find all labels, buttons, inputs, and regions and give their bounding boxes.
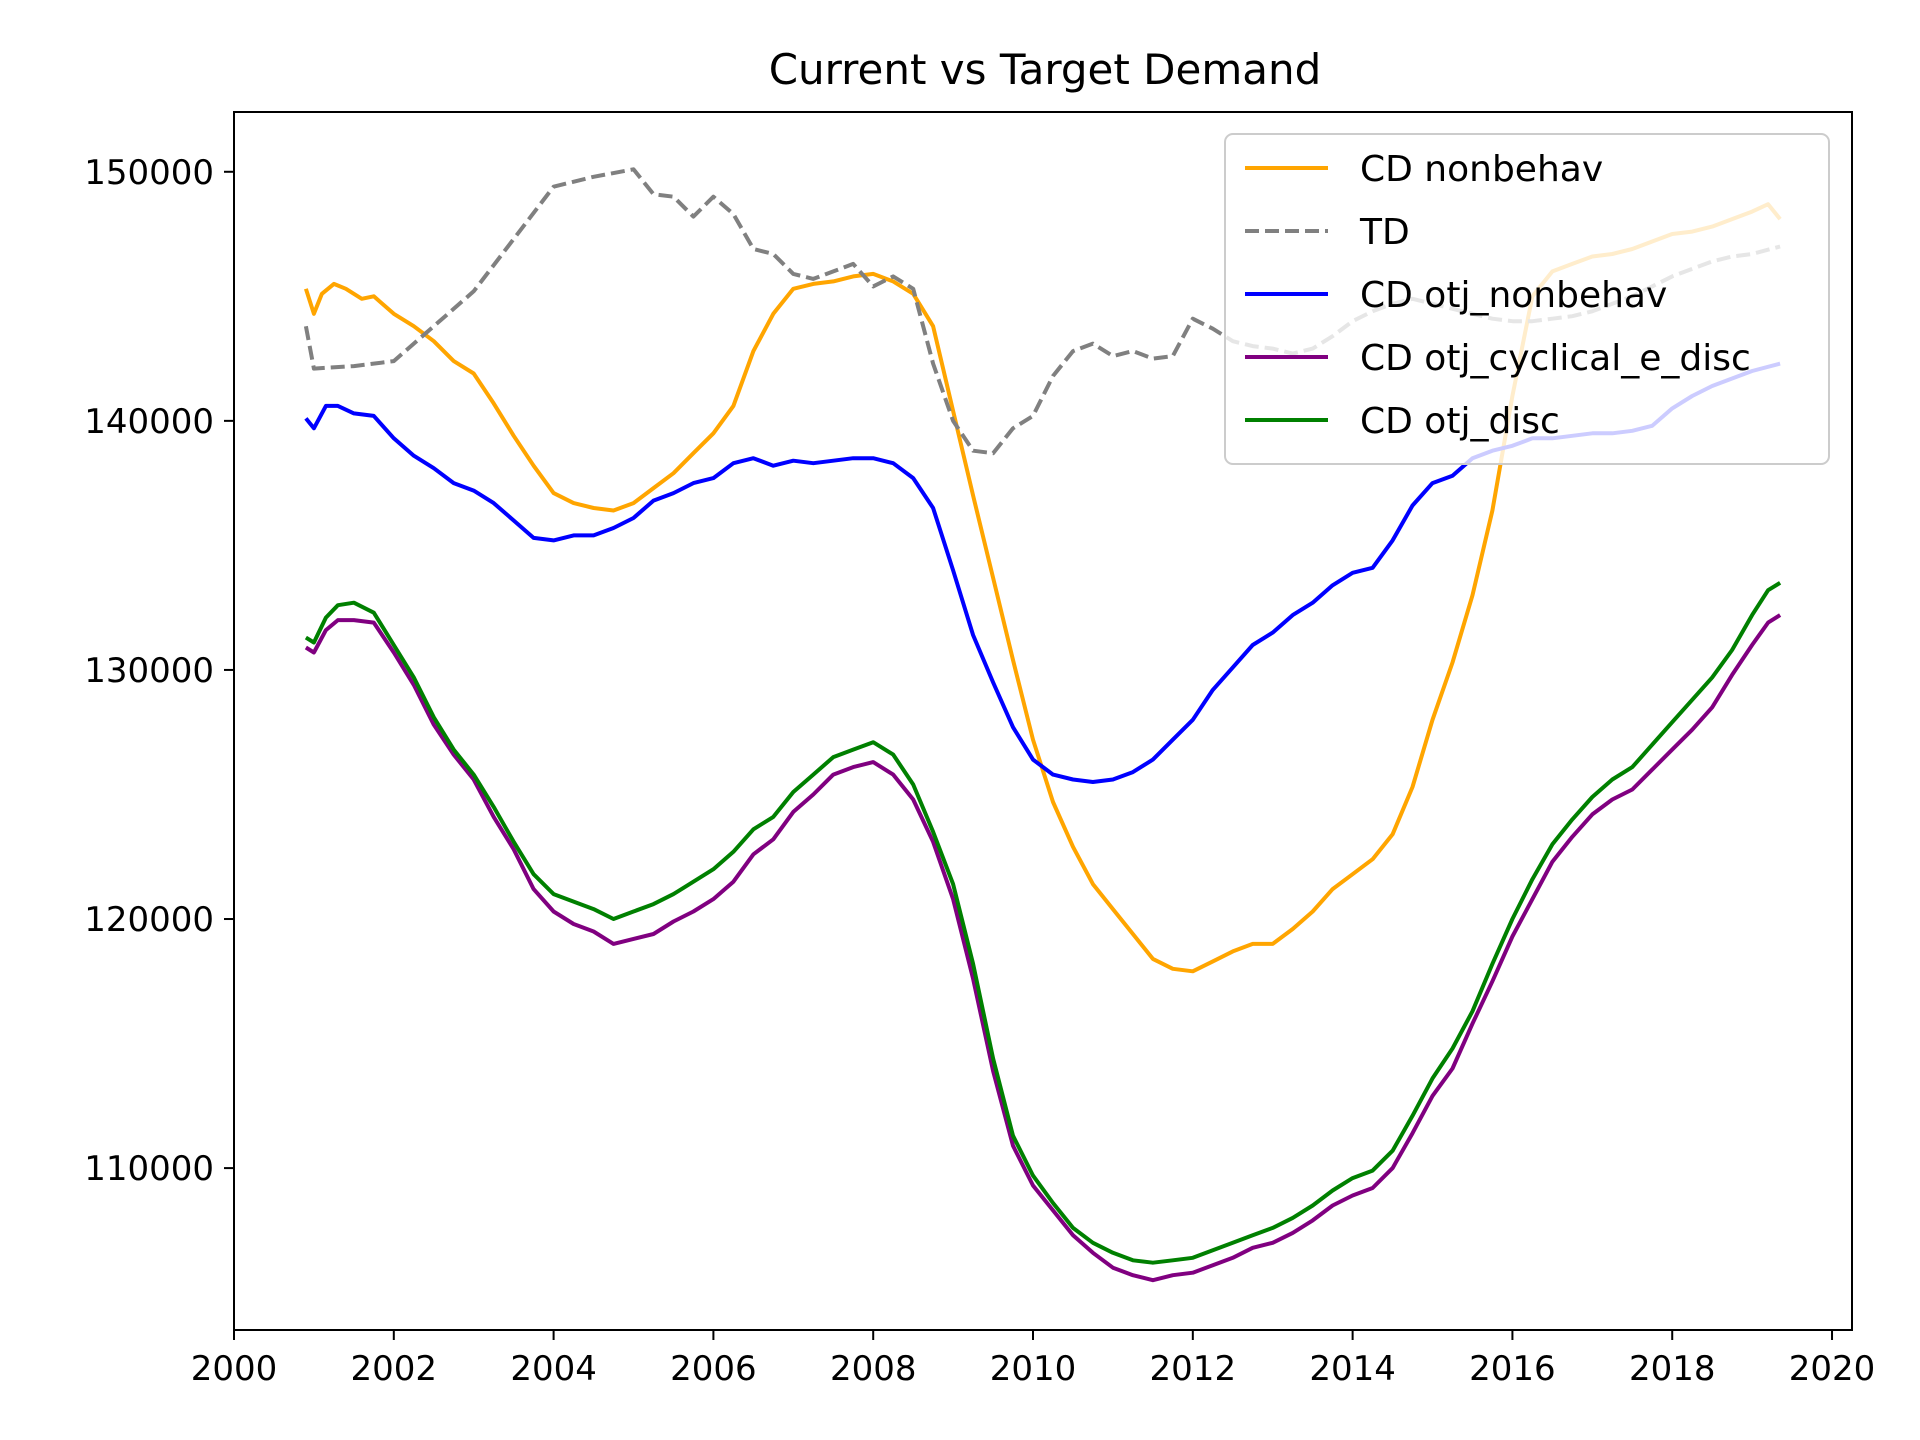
- legend-label-cd-otj-nonbehav: CD otj_nonbehav: [1360, 275, 1667, 316]
- x-tick-label: 2020: [1789, 1349, 1876, 1389]
- x-axis: 2000 2002 2004 2006 2008 2010 2012 2014 2016 2018…: [191, 1330, 1876, 1389]
- legend-label-cd-otj-cyclical-e-disc: CD otj_cyclical_e_disc: [1360, 338, 1751, 379]
- y-tick-label: 120000: [84, 900, 214, 940]
- y-tick-label: 130000: [84, 651, 214, 691]
- legend: CD nonbehav TD CD otj_nonbehav CD otj_cycli…: [1224, 133, 1830, 465]
- x-tick-label: 2016: [1469, 1349, 1556, 1389]
- x-tick-label: 2010: [990, 1349, 1077, 1389]
- legend-label-cd-nonbehav: CD nonbehav: [1360, 149, 1603, 190]
- y-tick-label: 140000: [84, 402, 214, 442]
- x-tick-label: 2008: [830, 1349, 917, 1389]
- x-tick-label: 2000: [191, 1349, 278, 1389]
- series-line-cd-otj-cyclical-e-disc: [304, 613, 1782, 1283]
- y-tick-label: 110000: [84, 1149, 214, 1189]
- x-tick-label: 2002: [351, 1349, 438, 1389]
- legend-box: [1224, 133, 1830, 465]
- x-tick-label: 2006: [670, 1349, 757, 1389]
- series-line-cd-otj-disc: [304, 581, 1782, 1265]
- y-axis: 110000 120000 130000 140000 150000: [84, 153, 234, 1189]
- x-tick-label: 2014: [1309, 1349, 1396, 1389]
- legend-label-td: TD: [1359, 212, 1410, 253]
- x-tick-label: 2018: [1629, 1349, 1716, 1389]
- legend-label-cd-otj-disc: CD otj_disc: [1360, 401, 1560, 442]
- chart-title: Current vs Target Demand: [769, 45, 1322, 94]
- y-tick-label: 150000: [84, 153, 214, 193]
- x-tick-label: 2004: [510, 1349, 597, 1389]
- x-tick-label: 2012: [1150, 1349, 1237, 1389]
- plot-frame: [233, 111, 1853, 1331]
